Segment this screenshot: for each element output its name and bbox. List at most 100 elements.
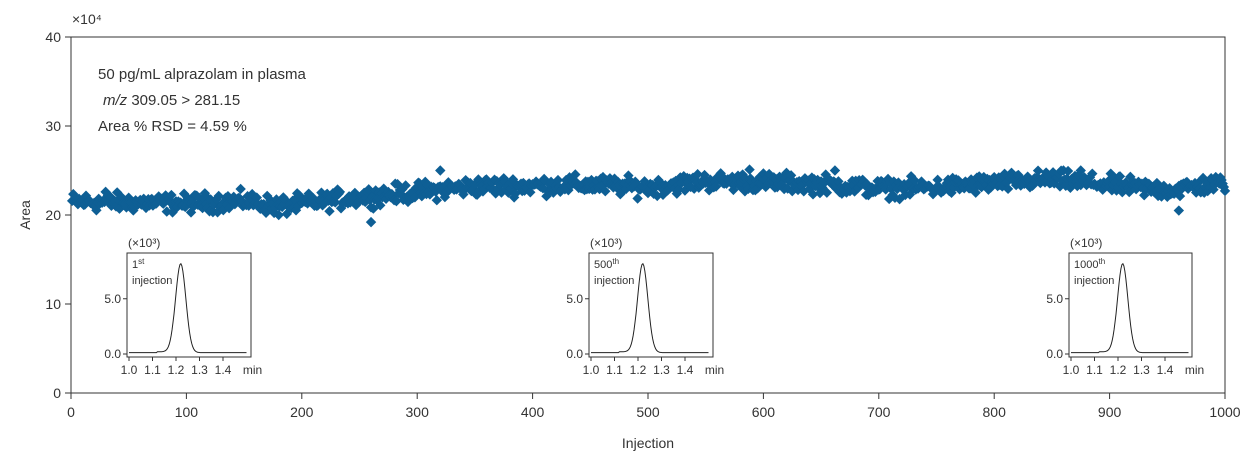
data-point — [303, 188, 314, 199]
data-point — [1080, 173, 1091, 184]
data-point — [1174, 190, 1186, 202]
data-point — [997, 181, 1008, 192]
y-tick-label: 20 — [45, 207, 61, 223]
data-point — [889, 192, 901, 203]
inset-x-tick-label: 1.1 — [144, 363, 161, 377]
data-point — [166, 189, 177, 201]
inset-y-tick-label: 5.0 — [566, 292, 583, 306]
data-point — [782, 183, 793, 194]
inset-frame — [126, 252, 252, 358]
chromatogram-trace — [129, 262, 247, 354]
inset-injection-label: 500th — [594, 257, 619, 271]
data-point — [942, 174, 954, 185]
data-point-outlier — [100, 186, 111, 198]
y-axis-title: Area — [17, 200, 33, 230]
data-point — [874, 183, 886, 195]
inset-y-tick-label: 0.0 — [1046, 347, 1063, 361]
data-point — [654, 176, 665, 187]
data-point — [964, 183, 976, 194]
data-point — [496, 187, 507, 198]
data-point — [1136, 178, 1148, 189]
data-points — [66, 164, 1231, 228]
inset-x-tick-label: 1.0 — [583, 363, 600, 377]
inset-injection-label: 1st — [132, 257, 145, 271]
data-point — [1114, 171, 1126, 182]
data-point — [976, 181, 987, 193]
data-point — [948, 182, 960, 193]
data-point — [999, 168, 1010, 179]
data-point — [1219, 185, 1231, 197]
data-point — [505, 183, 516, 194]
data-point — [600, 186, 611, 197]
annotation-sample: 50 pg/mL alprazolam in plasma — [98, 66, 307, 83]
data-point — [716, 170, 728, 182]
data-point — [1103, 175, 1114, 187]
data-point — [93, 193, 104, 205]
data-point — [903, 177, 915, 189]
data-point — [780, 172, 791, 184]
data-point — [735, 181, 746, 192]
data-point — [1032, 165, 1044, 176]
chromatogram-trace — [1071, 262, 1189, 354]
data-point — [525, 187, 536, 198]
data-point — [852, 182, 864, 194]
data-point — [375, 200, 386, 211]
data-point — [582, 176, 594, 188]
data-point — [1066, 173, 1077, 185]
data-point — [767, 176, 778, 187]
data-point — [807, 189, 819, 200]
data-point — [431, 195, 443, 206]
data-point — [324, 206, 335, 217]
data-point — [1181, 176, 1193, 188]
data-point — [598, 179, 610, 190]
data-point — [1202, 185, 1213, 197]
data-point — [487, 177, 498, 188]
data-point — [1141, 183, 1152, 194]
data-point — [732, 170, 744, 181]
data-point — [1139, 190, 1150, 201]
data-point — [763, 168, 775, 180]
data-point — [570, 169, 581, 180]
data-point — [652, 190, 663, 202]
x-tick-label: 100 — [175, 404, 199, 420]
inset-x-unit: min — [243, 363, 262, 377]
data-point — [785, 170, 797, 181]
data-point — [564, 172, 575, 183]
data-point — [372, 192, 384, 204]
data-point — [1164, 182, 1175, 194]
data-point — [699, 169, 710, 181]
data-point — [643, 184, 655, 196]
data-point — [804, 183, 815, 195]
annotation-mz-values: 309.05 > 281.15 — [127, 92, 240, 109]
inset-x-tick-label: 1.1 — [606, 363, 623, 377]
data-point — [1193, 177, 1204, 188]
data-point — [836, 188, 848, 199]
inset-y-tick-label: 5.0 — [104, 292, 121, 306]
y-tick-label: 10 — [45, 296, 61, 312]
inset-frame — [588, 252, 714, 358]
data-point — [363, 184, 374, 195]
x-tick-label: 1000 — [1209, 404, 1240, 420]
data-point — [507, 174, 519, 185]
data-point — [932, 174, 943, 186]
data-point — [518, 177, 529, 189]
data-point-outlier — [435, 165, 446, 176]
data-point — [692, 169, 703, 180]
data-point — [510, 188, 521, 199]
annotation-rsd: Area % RSD = 4.59 % — [98, 118, 247, 135]
data-point — [1002, 183, 1014, 195]
data-point — [885, 178, 896, 189]
inset-injection-number: 500 — [594, 259, 612, 271]
data-point — [1117, 187, 1128, 198]
data-point — [1177, 183, 1188, 194]
inset-injection-word: injection — [594, 275, 634, 287]
data-point — [883, 193, 895, 205]
data-point — [814, 187, 826, 199]
data-point — [710, 181, 722, 192]
data-point — [969, 175, 980, 187]
inset-multiplier: (×10³) — [590, 236, 622, 250]
data-point — [414, 178, 425, 189]
inset-injection-suffix: th — [1098, 257, 1105, 266]
data-point — [129, 201, 140, 213]
